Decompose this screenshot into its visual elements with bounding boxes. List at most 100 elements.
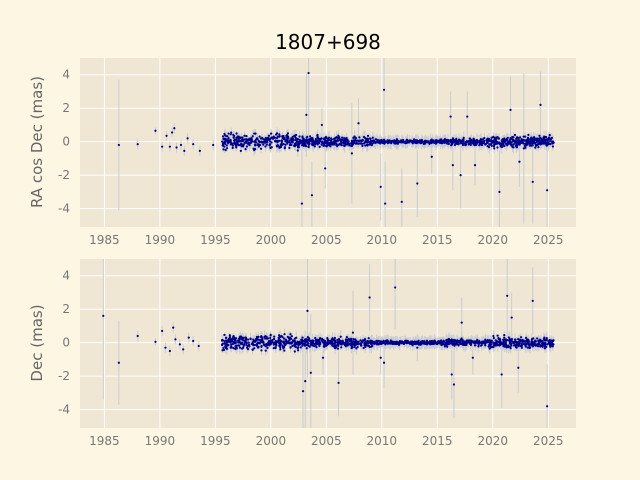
ra-cluster-point	[269, 143, 272, 146]
ra-cluster-point	[358, 136, 361, 139]
ra-cluster-point	[540, 137, 543, 140]
ra-ytick-label: 4	[62, 68, 70, 82]
ra-cluster-point	[524, 146, 527, 149]
ra-cluster-point	[302, 137, 305, 141]
ra-cluster-point	[244, 141, 247, 144]
dec-cluster-point	[345, 335, 348, 339]
ra-cluster-point	[418, 139, 422, 142]
dec-cluster-point	[248, 343, 251, 346]
ra-ytick-label: -4	[58, 202, 70, 216]
ra-cluster-point	[364, 144, 367, 147]
ra-cluster-point	[257, 143, 261, 146]
ra-data-point	[416, 182, 419, 185]
ra-cluster-point	[459, 140, 462, 143]
ra-cluster-point	[358, 142, 362, 145]
ra-cluster-point	[467, 143, 470, 146]
ra-cluster-point	[510, 143, 513, 146]
ra-cluster-point	[329, 137, 333, 140]
ra-cluster-point	[239, 149, 242, 153]
ra-cluster-point	[257, 145, 260, 148]
ra-data-point	[154, 129, 157, 132]
ra-cluster-point	[236, 139, 239, 142]
ra-cluster-point	[372, 139, 375, 142]
ra-cluster-point	[258, 135, 261, 138]
ra-cluster-point	[444, 139, 447, 142]
ra-cluster-point	[478, 144, 481, 147]
ra-cluster-point	[546, 142, 549, 145]
ra-cluster-point	[473, 143, 476, 147]
ra-cluster-point	[238, 140, 241, 143]
ra-cluster-point	[484, 142, 488, 145]
ra-cluster-point	[259, 147, 263, 150]
dec-cluster-point	[321, 337, 324, 340]
dec-cluster-point	[503, 333, 506, 337]
ra-data-point	[473, 163, 477, 167]
dec-data-point	[517, 366, 520, 369]
ra-cluster-point	[370, 139, 373, 143]
ra-cluster-point	[516, 136, 519, 139]
dec-cluster-point	[243, 343, 246, 346]
ra-cluster-point	[243, 134, 246, 137]
ra-cluster-point	[297, 146, 300, 149]
ra-xtick-label: 2010	[367, 233, 398, 247]
ra-cluster-point	[313, 140, 316, 143]
ra-cluster-point	[512, 140, 515, 143]
ra-xtick-label: 2020	[478, 233, 509, 247]
ra-cluster-point	[251, 135, 254, 138]
dec-data-point	[500, 373, 503, 376]
ra-cluster-point	[539, 143, 542, 146]
ra-cluster-point	[271, 137, 274, 140]
ra-data-point	[192, 143, 195, 146]
ra-cluster-point	[535, 144, 538, 147]
ra-cluster-point	[335, 143, 338, 147]
ra-cluster-point	[233, 142, 236, 145]
ra-cluster-point	[324, 141, 327, 144]
ra-cluster-point	[222, 138, 225, 141]
dec-cluster-point	[281, 335, 284, 339]
ra-cluster-point	[467, 141, 471, 144]
ra-cluster-point	[325, 145, 328, 148]
ra-cluster-point	[529, 141, 532, 144]
ra-cluster-point	[534, 146, 537, 149]
ra-cluster-point	[309, 135, 312, 138]
ra-cluster-point	[325, 140, 329, 143]
ra-cluster-point	[270, 132, 273, 135]
ra-cluster-point	[267, 138, 271, 141]
ra-panel: -4 -2 0 2 4 1985 1990 1995 2000 2005 2010 2015 2020…	[28, 58, 576, 247]
ra-cluster-point	[294, 142, 297, 145]
ra-cluster-point	[482, 141, 485, 145]
ra-cluster-point	[374, 138, 377, 141]
ra-cluster-point	[530, 136, 533, 139]
dec-data-point	[506, 294, 509, 297]
ra-cluster-point	[501, 138, 504, 141]
ra-data-point	[198, 149, 201, 152]
ra-cluster-point	[541, 141, 544, 144]
ra-cluster-point	[224, 142, 227, 146]
dec-cluster-point	[356, 345, 359, 349]
ra-cluster-point	[282, 136, 285, 139]
ra-cluster-point	[231, 146, 234, 149]
ra-cluster-point	[378, 139, 381, 142]
ra-cluster-point	[233, 138, 236, 141]
dec-data-point	[136, 334, 139, 338]
ra-cluster-point	[462, 136, 465, 139]
dec-cluster-point	[299, 346, 302, 349]
ra-cluster-point	[225, 144, 228, 147]
ra-cluster-point	[493, 147, 496, 150]
ra-cluster-point	[332, 143, 336, 146]
ra-cluster-point	[408, 139, 411, 142]
ra-cluster-point	[521, 139, 524, 142]
ra-cluster-point	[545, 144, 548, 147]
ra-cluster-point	[487, 137, 491, 140]
dec-cluster-point	[545, 336, 548, 340]
ra-cluster-point	[504, 140, 507, 143]
ra-cluster-point	[361, 144, 364, 147]
ra-cluster-point	[286, 138, 289, 141]
ra-cluster-point	[350, 139, 354, 142]
ra-cluster-point	[451, 138, 454, 142]
dec-cluster-point	[340, 346, 343, 349]
ra-cluster-point	[270, 141, 273, 144]
ra-cluster-point	[229, 133, 232, 136]
dec-data-point	[531, 299, 534, 302]
ra-cluster-point	[395, 141, 399, 144]
